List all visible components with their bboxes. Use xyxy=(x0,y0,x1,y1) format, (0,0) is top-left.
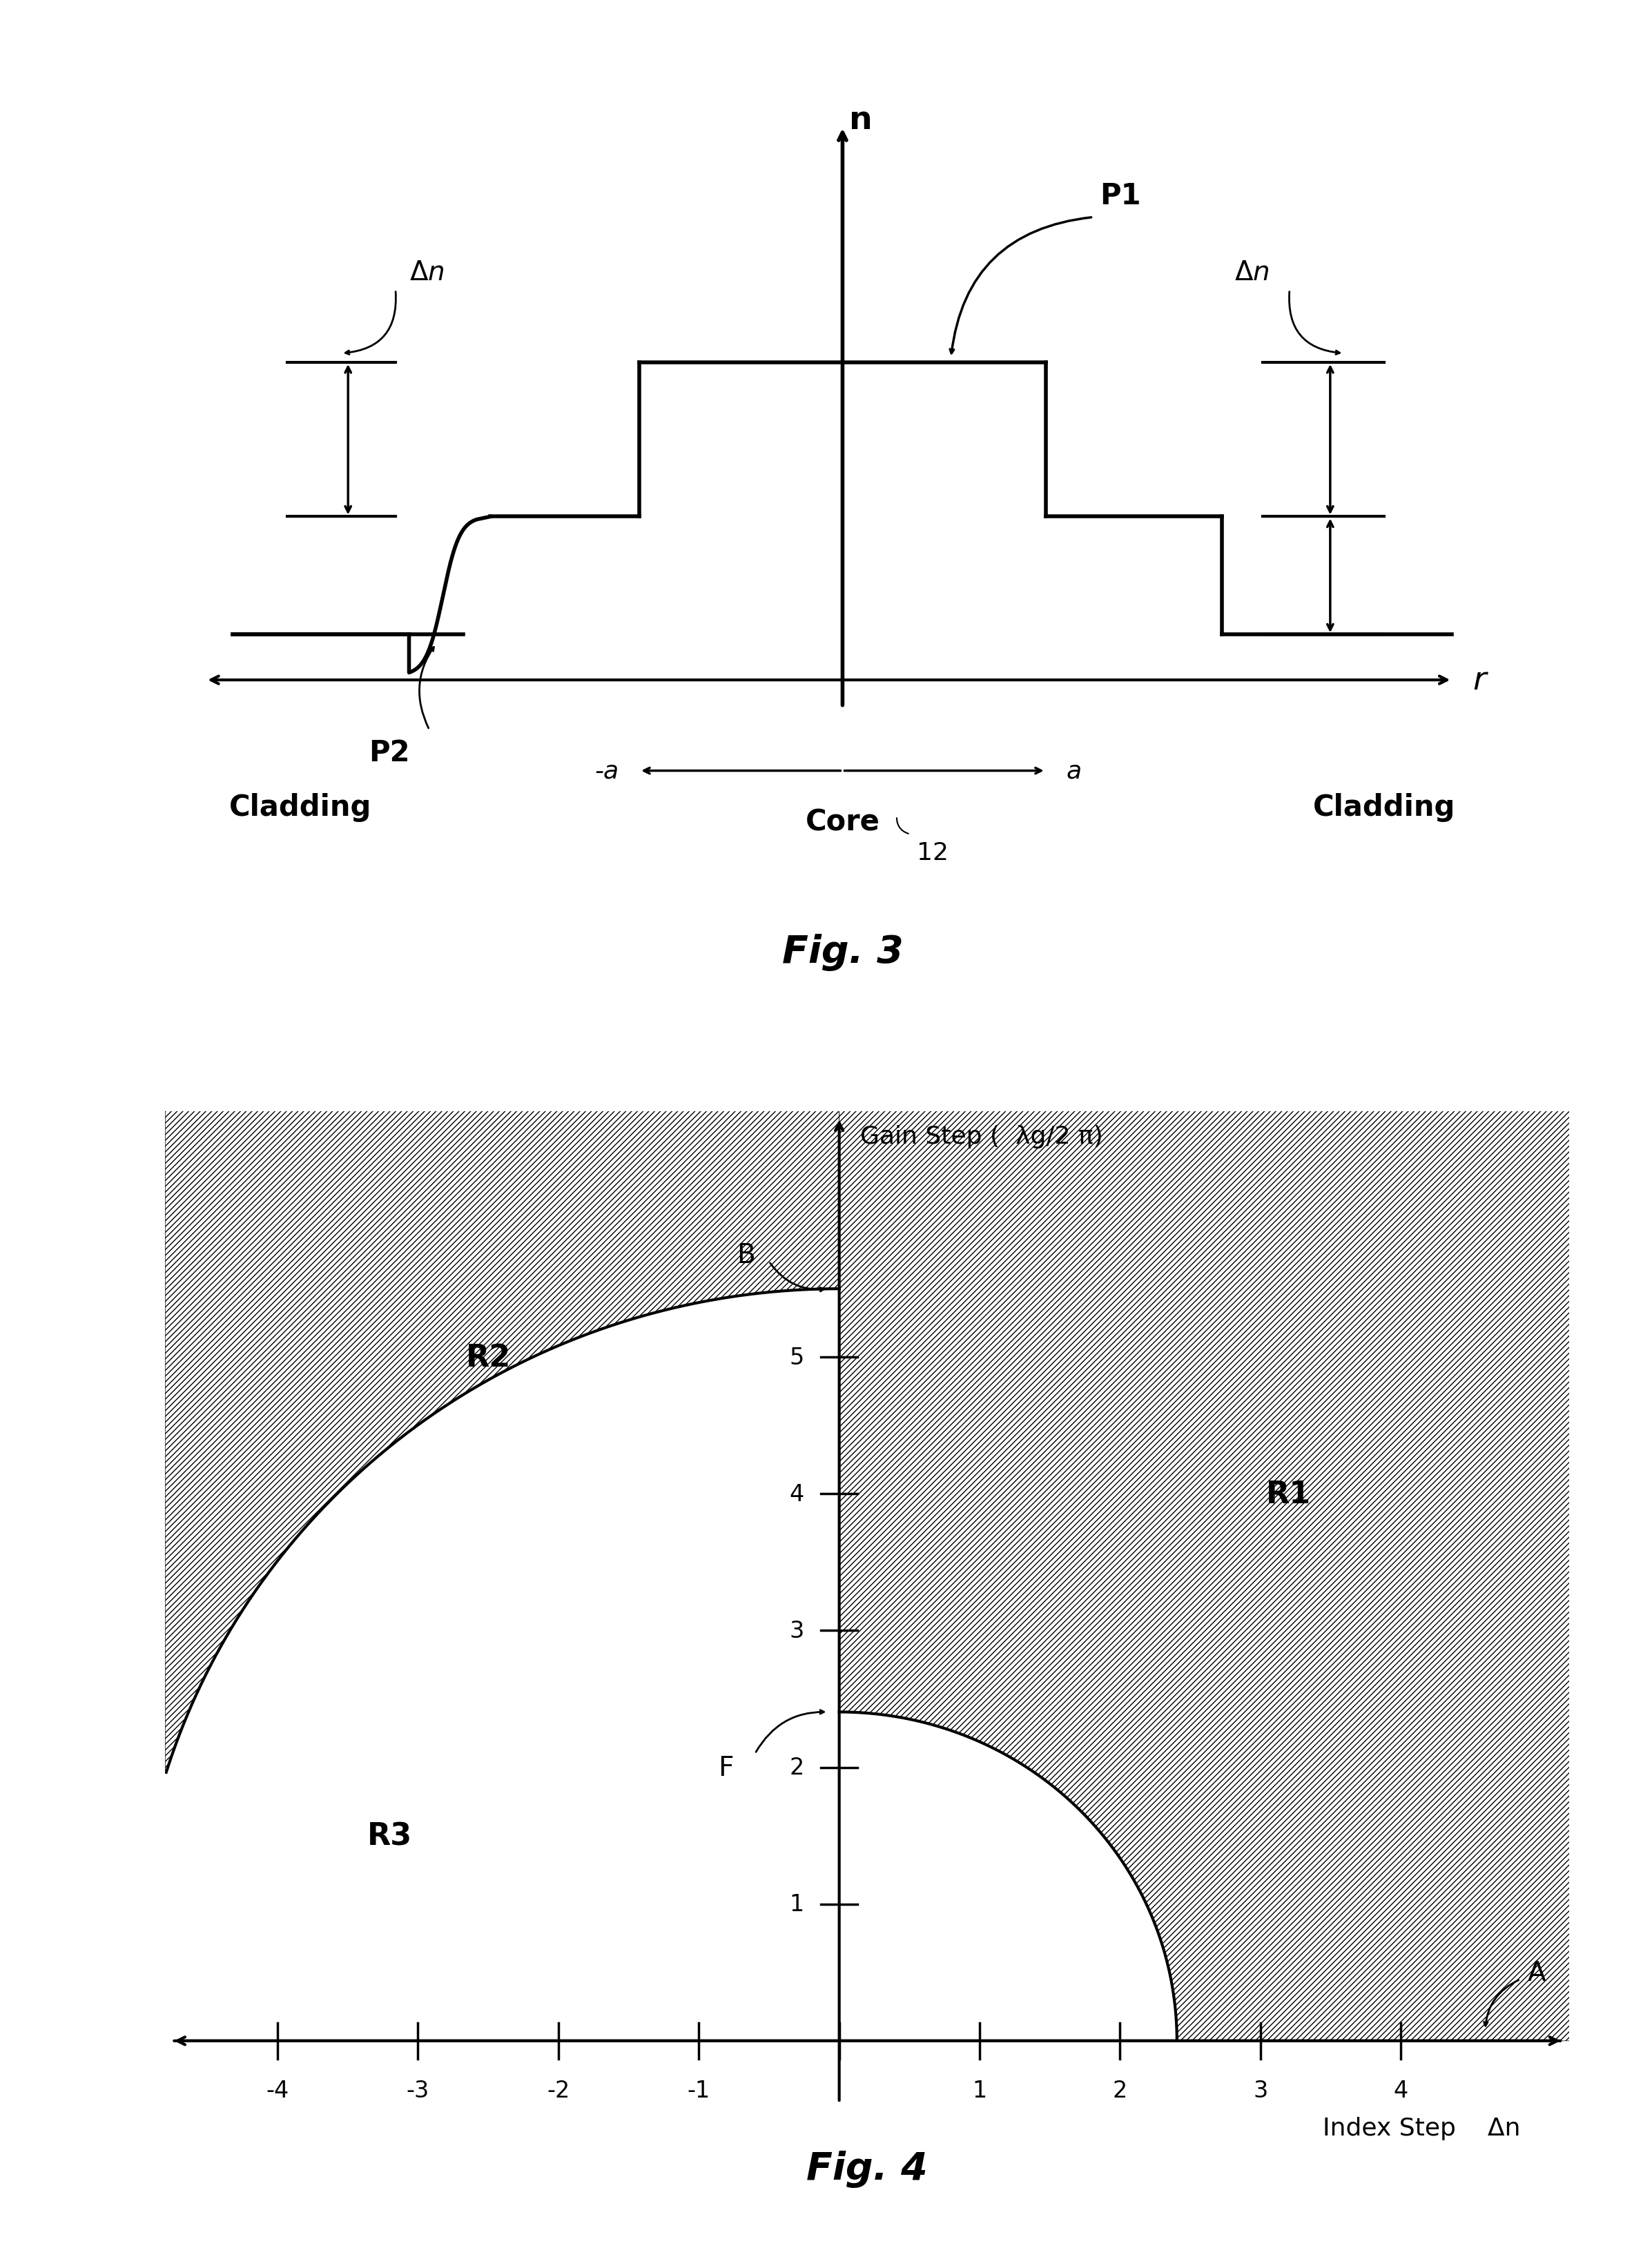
Text: 1: 1 xyxy=(790,1894,805,1916)
Text: 1: 1 xyxy=(973,2080,986,2102)
Text: 12: 12 xyxy=(917,841,948,864)
Text: 4: 4 xyxy=(1394,2080,1408,2102)
Text: Fig. 3: Fig. 3 xyxy=(781,934,904,971)
Text: Index Step    Δn: Index Step Δn xyxy=(1323,2116,1520,2139)
Text: 2: 2 xyxy=(1113,2080,1127,2102)
Text: Core: Core xyxy=(805,807,881,837)
Text: Cladding: Cladding xyxy=(1313,794,1455,821)
Text: -4: -4 xyxy=(266,2080,289,2102)
Text: F: F xyxy=(719,1755,733,1780)
Text: R2: R2 xyxy=(466,1343,510,1372)
Text: r: r xyxy=(1472,665,1485,696)
Text: P2: P2 xyxy=(368,739,410,767)
Text: a: a xyxy=(1066,760,1082,782)
Text: B: B xyxy=(737,1243,755,1268)
Text: -2: -2 xyxy=(547,2080,570,2102)
Text: 5: 5 xyxy=(790,1345,805,1370)
Text: P1: P1 xyxy=(1100,181,1142,211)
Text: -a: -a xyxy=(595,760,620,782)
Text: 4: 4 xyxy=(790,1483,805,1506)
Text: A: A xyxy=(1528,1960,1546,1987)
Text: 2: 2 xyxy=(790,1755,805,1778)
Text: 3: 3 xyxy=(790,1619,805,1642)
Text: Gain Step (  λg/2 π): Gain Step ( λg/2 π) xyxy=(861,1125,1104,1148)
Text: -3: -3 xyxy=(406,2080,430,2102)
Text: $\Delta$n: $\Delta$n xyxy=(410,259,444,286)
Text: -1: -1 xyxy=(687,2080,710,2102)
Text: Fig. 4: Fig. 4 xyxy=(806,2150,928,2189)
Text: R1: R1 xyxy=(1265,1479,1312,1508)
Text: $\Delta$n: $\Delta$n xyxy=(1234,259,1269,286)
Text: R3: R3 xyxy=(367,1821,413,1851)
Text: n: n xyxy=(849,104,872,136)
Text: 3: 3 xyxy=(1254,2080,1267,2102)
Text: Cladding: Cladding xyxy=(230,794,372,821)
